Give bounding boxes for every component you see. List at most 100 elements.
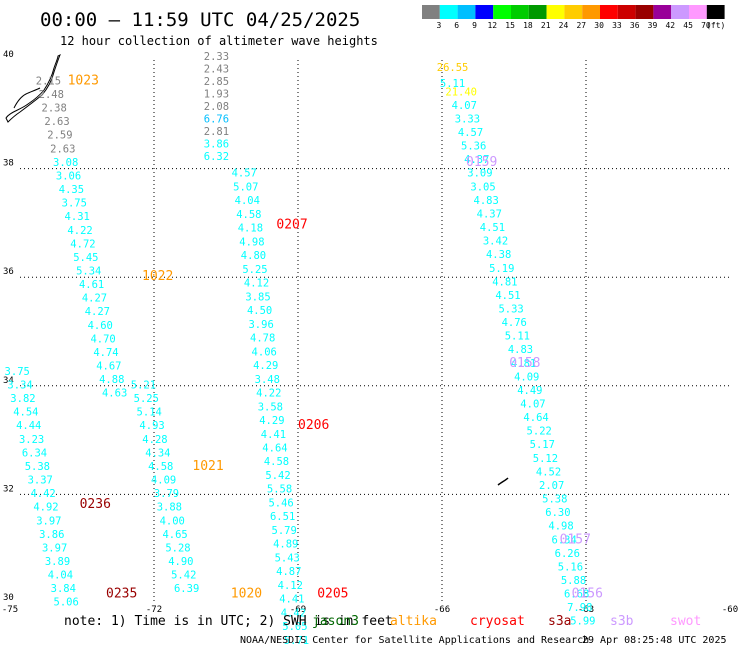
- legend-swatch: [635, 5, 654, 19]
- wave-height-value: 4.83: [474, 195, 499, 207]
- wave-height-value: 5.38: [25, 461, 50, 473]
- pass-labels: 1023 1022 1021 1020 0236 0235 0207 0206 0205 0159…: [68, 73, 603, 601]
- wave-height-value: 4.90: [168, 556, 193, 568]
- wave-height-value: 4.22: [256, 388, 281, 400]
- wave-height-value: 2.15: [36, 75, 61, 87]
- wave-height-value: 7.98: [567, 602, 592, 614]
- wave-height-value: 1.93: [204, 88, 229, 100]
- wave-height-value: 4.00: [160, 515, 185, 527]
- wave-height-value: 4.54: [13, 407, 38, 419]
- legend-swatch: [653, 5, 672, 19]
- wave-height-value: 4.04: [235, 195, 260, 207]
- wave-height-value: 4.34: [145, 447, 170, 459]
- footer-note: note: 1) Time is in UTC; 2) SWH is in fe…: [64, 614, 393, 629]
- legend-label: 12: [487, 21, 497, 30]
- wave-height-value: 4.09: [151, 475, 176, 487]
- wave-height-value: 5.14: [137, 407, 162, 419]
- wave-height-value: 4.58: [264, 456, 289, 468]
- y-tick-label: 32: [3, 484, 14, 494]
- mission-label: s3a: [548, 614, 571, 629]
- wave-height-value: 4.07: [452, 100, 477, 112]
- wave-height-value: 3.85: [245, 291, 270, 303]
- wave-height-value: 3.82: [10, 393, 35, 405]
- wave-height-value: 5.58: [267, 484, 292, 496]
- y-tick-label: 36: [3, 267, 14, 277]
- wave-height-value: 5.99: [570, 616, 595, 628]
- wave-height-value: 5.71: [284, 635, 309, 647]
- wave-height-value: 3.86: [204, 138, 229, 150]
- wave-height-value: 5.16: [558, 561, 583, 573]
- wave-height-value: 4.06: [252, 346, 277, 358]
- legend-label: 6: [454, 21, 459, 30]
- wave-height-value: 5.38: [542, 494, 567, 506]
- wave-height-value: 2.59: [47, 130, 72, 142]
- wave-height-value: 4.78: [250, 333, 275, 345]
- wave-height-value: 6.34: [552, 534, 577, 546]
- wave-height-value: 3.88: [157, 502, 182, 514]
- wave-height-value: 4.57: [232, 168, 257, 180]
- wave-height-value: 5.88: [561, 575, 586, 587]
- wave-height-value: 5.06: [54, 597, 79, 609]
- wave-height-value: 4.92: [33, 502, 58, 514]
- pass-label: 0236: [80, 497, 111, 512]
- wave-height-value: 4.29: [259, 415, 284, 427]
- wave-height-value: 3.08: [53, 157, 78, 169]
- pass-label: 0156: [572, 587, 603, 602]
- legend-swatch: [564, 5, 583, 19]
- legend-label: 27: [576, 21, 586, 30]
- wave-height-value: 4.18: [238, 223, 263, 235]
- wave-height-value: 4.65: [162, 529, 187, 541]
- wave-height-value: 4.27: [85, 306, 110, 318]
- wave-height-value: 2.48: [39, 89, 64, 101]
- legend-swatch: [422, 5, 440, 19]
- legend-label: 42: [665, 21, 675, 30]
- wave-height-value: 5.79: [272, 525, 297, 537]
- mission-label: altika: [390, 614, 437, 629]
- wave-height-value: 3.05: [470, 181, 495, 193]
- wave-height-value: 5.42: [171, 570, 196, 582]
- wave-height-value: 4.76: [502, 317, 527, 329]
- wave-height-value: 5.11: [505, 331, 530, 343]
- pass-label: 1022: [142, 269, 173, 284]
- legend-label: 33: [612, 21, 622, 30]
- wave-height-value: 5.11: [440, 78, 465, 90]
- pass-label: 0158: [509, 356, 540, 371]
- legend-swatch: [617, 5, 636, 19]
- wave-height-value: 4.51: [495, 290, 520, 302]
- pass-label: 1023: [68, 73, 99, 88]
- legend-label: 24: [559, 21, 569, 30]
- wave-height-value: 4.29: [253, 360, 278, 372]
- pass-label: 0157: [560, 532, 591, 547]
- legend-label: (ft): [706, 21, 725, 30]
- legend-label: 30: [594, 21, 604, 30]
- wave-height-value: 6.39: [174, 583, 199, 595]
- wave-height-values: 2.152.482.382.632.592.633.083.064.353.75…: [5, 51, 596, 647]
- legend-swatch: [511, 5, 529, 19]
- wave-height-value: 3.75: [5, 366, 30, 378]
- wave-height-value: 4.07: [520, 399, 545, 411]
- wave-height-value: 4.58: [148, 461, 173, 473]
- legend-label: 15: [505, 21, 515, 30]
- wave-height-value: 4.12: [244, 278, 269, 290]
- wave-height-value: 4.88: [99, 374, 124, 386]
- legend-swatch: [546, 5, 565, 19]
- legend-swatch: [475, 5, 494, 19]
- wave-height-value: 3.75: [62, 198, 87, 210]
- pass-label: 0235: [106, 587, 137, 602]
- wave-height-value: 4.60: [88, 320, 113, 332]
- wave-height-value: 4.41: [279, 594, 304, 606]
- footer-timestamp: 29 Apr 08:25:48 UTC 2025: [582, 635, 727, 646]
- wave-height-value: 6.26: [555, 548, 580, 560]
- wave-height-value: 5.17: [530, 439, 555, 451]
- legend-label: 36: [630, 21, 640, 30]
- wave-height-value: 5.28: [165, 542, 190, 554]
- wave-height-value: 6.51: [270, 511, 295, 523]
- wave-height-value: 4.98: [548, 521, 573, 533]
- wave-height-value: 4.12: [278, 580, 303, 592]
- wave-height-value: 6.34: [22, 447, 47, 459]
- y-tick-label: 30: [3, 593, 14, 603]
- wave-height-value: 4.22: [67, 225, 92, 237]
- wave-height-value: 5.07: [233, 181, 258, 193]
